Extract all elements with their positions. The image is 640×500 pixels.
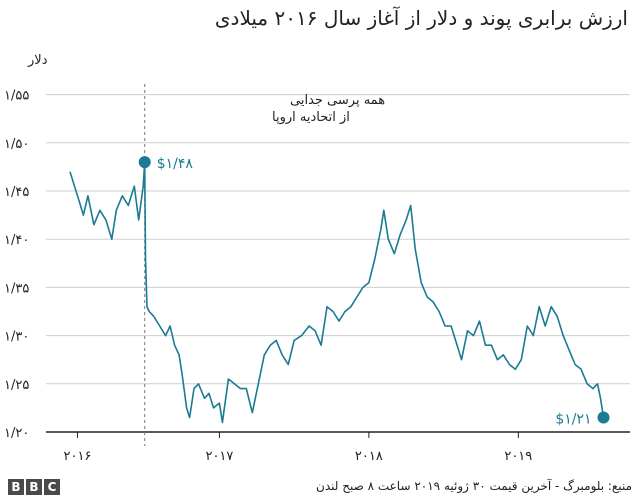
y-tick-label: ۱/۳۵ — [4, 281, 29, 296]
annotation-label: $۱/۲۱ — [555, 412, 591, 428]
logo-letter: B — [8, 479, 24, 495]
y-tick-label: ۱/۴۰ — [4, 233, 29, 248]
y-tick-label: ۱/۳۰ — [4, 330, 29, 345]
chart-title: ارزش برابری پوند و دلار از آغاز سال ۲۰۱۶… — [214, 6, 628, 30]
footer: B B C منبع: بلومبرگ - آخرین قیمت ۳۰ ژوئی… — [0, 476, 640, 500]
annotation-point — [597, 411, 610, 424]
y-tick-label: ۱/۲۰ — [4, 426, 29, 441]
y-axis-label: دلار — [27, 53, 48, 68]
referendum-marker: همه پرسی جدایی از اتحادیه اروپا — [144, 84, 385, 446]
gbp-usd-line — [69, 161, 605, 424]
logo-letter: B — [26, 479, 42, 495]
x-tick-labels: ۲۰۱۶ ۲۰۱۷ ۲۰۱۸ ۲۰۱۹ — [64, 432, 532, 464]
referendum-label: همه پرسی جدایی — [290, 93, 385, 108]
annotations: $۱/۴۸ $۱/۲۱ — [138, 156, 610, 428]
x-tick-label: ۲۰۱۸ — [355, 449, 383, 464]
x-tick-label: ۲۰۱۹ — [504, 449, 532, 464]
annotation-point — [138, 156, 151, 169]
annotation-label: $۱/۴۸ — [157, 156, 194, 172]
gridlines — [46, 94, 630, 433]
y-tick-labels: ۱/۲۰ ۱/۲۵ ۱/۳۰ ۱/۳۵ ۱/۴۰ ۱/۴۵ ۱/۵۰ ۱/۵۵ — [4, 89, 29, 441]
referendum-label: از اتحادیه اروپا — [272, 110, 350, 125]
chart-svg: دلار ۱/۲۰ ۱/۲۵ ۱/۳۰ ۱/۳۵ ۱/۴۰ ۱/۴۵ ۱/۵۰ ۱/۵۵ ۲۰… — [4, 53, 630, 464]
bbc-logo: B B C — [8, 479, 60, 495]
y-tick-label: ۱/۲۵ — [4, 378, 29, 393]
y-tick-label: ۱/۵۵ — [4, 89, 29, 104]
source-note: منبع: بلومبرگ - آخرین قیمت ۳۰ ژوئیه ۲۰۱۹… — [316, 479, 632, 493]
series-line — [69, 161, 605, 424]
y-tick-label: ۱/۵۰ — [4, 137, 29, 152]
y-tick-label: ۱/۴۵ — [4, 185, 29, 200]
x-tick-label: ۲۰۱۶ — [64, 449, 92, 464]
x-tick-label: ۲۰۱۷ — [205, 449, 233, 464]
logo-letter: C — [44, 479, 60, 495]
